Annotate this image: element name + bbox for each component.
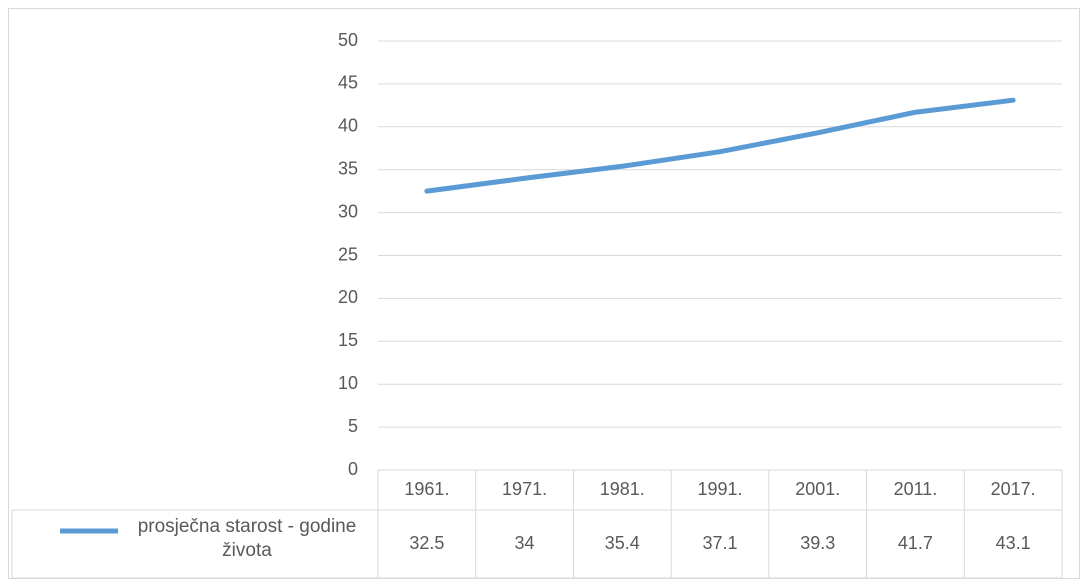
y-tick-label: 10 [338, 373, 358, 393]
y-tick-label: 45 [338, 73, 358, 93]
series-line [424, 97, 1016, 194]
table-value: 39.3 [800, 533, 835, 553]
x-tick-label: 2017. [991, 479, 1036, 499]
table-value: 34 [515, 533, 535, 553]
table-value: 43.1 [996, 533, 1031, 553]
x-tick-label: 2001. [795, 479, 840, 499]
x-tick-label: 1961. [404, 479, 449, 499]
y-tick-label: 50 [338, 30, 358, 50]
y-tick-label: 35 [338, 158, 358, 178]
y-tick-label: 30 [338, 201, 358, 221]
y-tick-label: 40 [338, 116, 358, 136]
legend-label: prosječna starost - godine života [137, 516, 357, 561]
y-tick-label: 5 [348, 416, 358, 436]
y-tick-label: 25 [338, 244, 358, 264]
table-value: 32.5 [409, 533, 444, 553]
table-value: 37.1 [702, 533, 737, 553]
x-tick-label: 1971. [502, 479, 547, 499]
x-tick-label: 1991. [697, 479, 742, 499]
y-tick-label: 20 [338, 287, 358, 307]
x-tick-label: 1981. [600, 479, 645, 499]
y-tick-label: 0 [348, 459, 358, 479]
y-tick-label: 15 [338, 330, 358, 350]
table-value: 41.7 [898, 533, 933, 553]
table-value: 35.4 [605, 533, 640, 553]
x-tick-label: 2011. [894, 479, 938, 499]
